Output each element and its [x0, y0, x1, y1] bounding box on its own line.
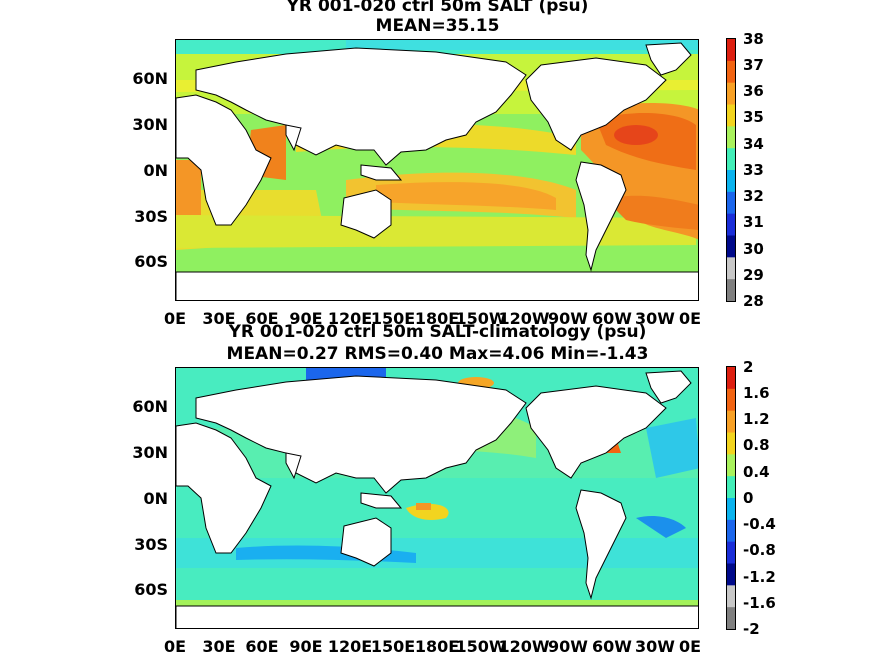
colorbar-segment: [727, 585, 735, 608]
colorbar-segment: [727, 476, 735, 499]
panel2-map-svg: [176, 368, 698, 628]
panel2-cbar-tick: -0.8: [743, 541, 776, 559]
panel1-cbar-tick: 31: [743, 213, 764, 231]
panel1-cbar-tick: 32: [743, 187, 764, 205]
colorbar-segment: [727, 191, 735, 215]
panel1-lon-label: 120E: [327, 309, 373, 328]
panel1-lat-60s: 60S: [134, 252, 168, 271]
panel2-lat-30n: 30N: [132, 443, 168, 462]
panel1-colorbar: [726, 38, 736, 302]
panel1-lat-30s: 30S: [134, 207, 168, 226]
colorbar-segment: [727, 148, 735, 171]
panel1-title: YR 001-020 ctrl 50m SALT (psu): [286, 0, 589, 16]
panel1-map-svg: [176, 40, 698, 300]
panel2-lon-label: 0E: [678, 637, 702, 656]
panel1-lon-label: 30E: [202, 309, 236, 328]
panel2-lon-label: 60W: [592, 637, 632, 656]
panel2-cbar-tick: 0.4: [743, 463, 770, 481]
colorbar-segment: [727, 498, 735, 521]
colorbar-segment: [727, 126, 735, 149]
panel2-cbar-tick: 1.2: [743, 410, 770, 428]
panel1-cbar-tick: 30: [743, 240, 764, 258]
panel2-map: [175, 367, 699, 629]
colorbar-segment: [727, 213, 735, 236]
panel2-lon-label: 30E: [202, 637, 236, 656]
panel1-cbar-tick: 37: [743, 56, 764, 74]
colorbar-segment: [727, 607, 735, 629]
colorbar-segment: [727, 104, 735, 127]
panel2-lon-label: 180E: [414, 637, 460, 656]
colorbar-segment: [727, 541, 735, 564]
panel2-cbar-tick: 2: [743, 358, 754, 376]
panel1-lon-label: 150E: [370, 309, 416, 328]
panel2-lat-30s: 30S: [134, 535, 168, 554]
panel2-colorbar-svg: [727, 367, 735, 629]
panel1-cbar-tick: 36: [743, 82, 764, 100]
panel2-colorbar: [726, 366, 736, 630]
panel1-lon-label: 90W: [548, 309, 588, 328]
panel2-lon-label: 120W: [498, 637, 550, 656]
panel2-lon-label: 150E: [370, 637, 416, 656]
colorbar-segment: [727, 563, 735, 586]
panel1-subtitle: MEAN=35.15: [375, 16, 500, 36]
panel1-lon-label: 30W: [635, 309, 675, 328]
colorbar-segment: [727, 367, 735, 390]
panel1-cbar-tick: 38: [743, 30, 764, 48]
panel2-lon-label: 150W: [455, 637, 507, 656]
panel1-cbar-tick: 33: [743, 161, 764, 179]
colorbar-segment: [727, 279, 735, 301]
panel2-cbar-tick: -1.6: [743, 594, 776, 612]
panel2-subtitle: MEAN=0.27 RMS=0.40 Max=4.06 Min=-1.43: [226, 344, 649, 364]
colorbar-segment: [727, 60, 735, 84]
panel1-lon-label: 120W: [498, 309, 550, 328]
colorbar-segment: [727, 410, 735, 433]
panel1-lat-60n: 60N: [132, 69, 168, 88]
panel2-lat-0n: 0N: [143, 489, 168, 508]
panel2-lat-60n: 60N: [132, 397, 168, 416]
colorbar-segment: [727, 39, 735, 62]
colorbar-segment: [727, 170, 735, 193]
panel1-lat-0n: 0N: [143, 161, 168, 180]
colorbar-segment: [727, 257, 735, 280]
panel2-cbar-tick: 0: [743, 489, 754, 507]
panel2-cbar-tick: -2: [743, 620, 760, 638]
panel1-lon-axis: 0E 30E 60E 90E 120E 150E 180E 150W 120W …: [164, 309, 702, 330]
panel1-lon-label: 90E: [289, 309, 323, 328]
panel1-cbar-tick: 28: [743, 292, 764, 310]
panel2-cbar-tick: -0.4: [743, 515, 776, 533]
panel1-lon-label: 60W: [592, 309, 632, 328]
panel2-cbar-tick: -1.2: [743, 568, 776, 586]
panel1-lat-30n: 30N: [132, 115, 168, 134]
colorbar-segment: [727, 432, 735, 455]
colorbar-segment: [727, 454, 735, 477]
panel2-lon-axis: 0E 30E 60E 90E 120E 150E 180E 150W 120W …: [164, 637, 702, 658]
panel2-lon-label: 30W: [635, 637, 675, 656]
colorbar-segment: [727, 388, 735, 412]
panel2-lon-label: 90E: [289, 637, 323, 656]
panel2-lon-label: 0E: [163, 637, 187, 656]
panel2-title: YR 001-020 ctrl 50m SALT-climatology (ps…: [228, 322, 647, 342]
panel1-lon-label: 60E: [245, 309, 279, 328]
panel2-cbar-tick: 1.6: [743, 384, 770, 402]
panel1-lon-label: 0E: [163, 309, 187, 328]
panel2-lon-label: 90W: [548, 637, 588, 656]
colorbar-segment: [727, 82, 735, 105]
panel1-lon-label: 150W: [455, 309, 507, 328]
panel1-lon-label: 0E: [678, 309, 702, 328]
panel1-colorbar-svg: [727, 39, 735, 301]
panel1-lon-label: 180E: [414, 309, 460, 328]
panel1-cbar-tick: 35: [743, 108, 764, 126]
panel1-cbar-tick: 34: [743, 135, 764, 153]
colorbar-segment: [727, 235, 735, 258]
colorbar-segment: [727, 519, 735, 543]
panel2-lat-60s: 60S: [134, 580, 168, 599]
panel2-lon-label: 60E: [245, 637, 279, 656]
panel1-map: [175, 39, 699, 301]
panel2-lon-label: 120E: [327, 637, 373, 656]
panel2-cbar-tick: 0.8: [743, 436, 770, 454]
panel1-cbar-tick: 29: [743, 266, 764, 284]
